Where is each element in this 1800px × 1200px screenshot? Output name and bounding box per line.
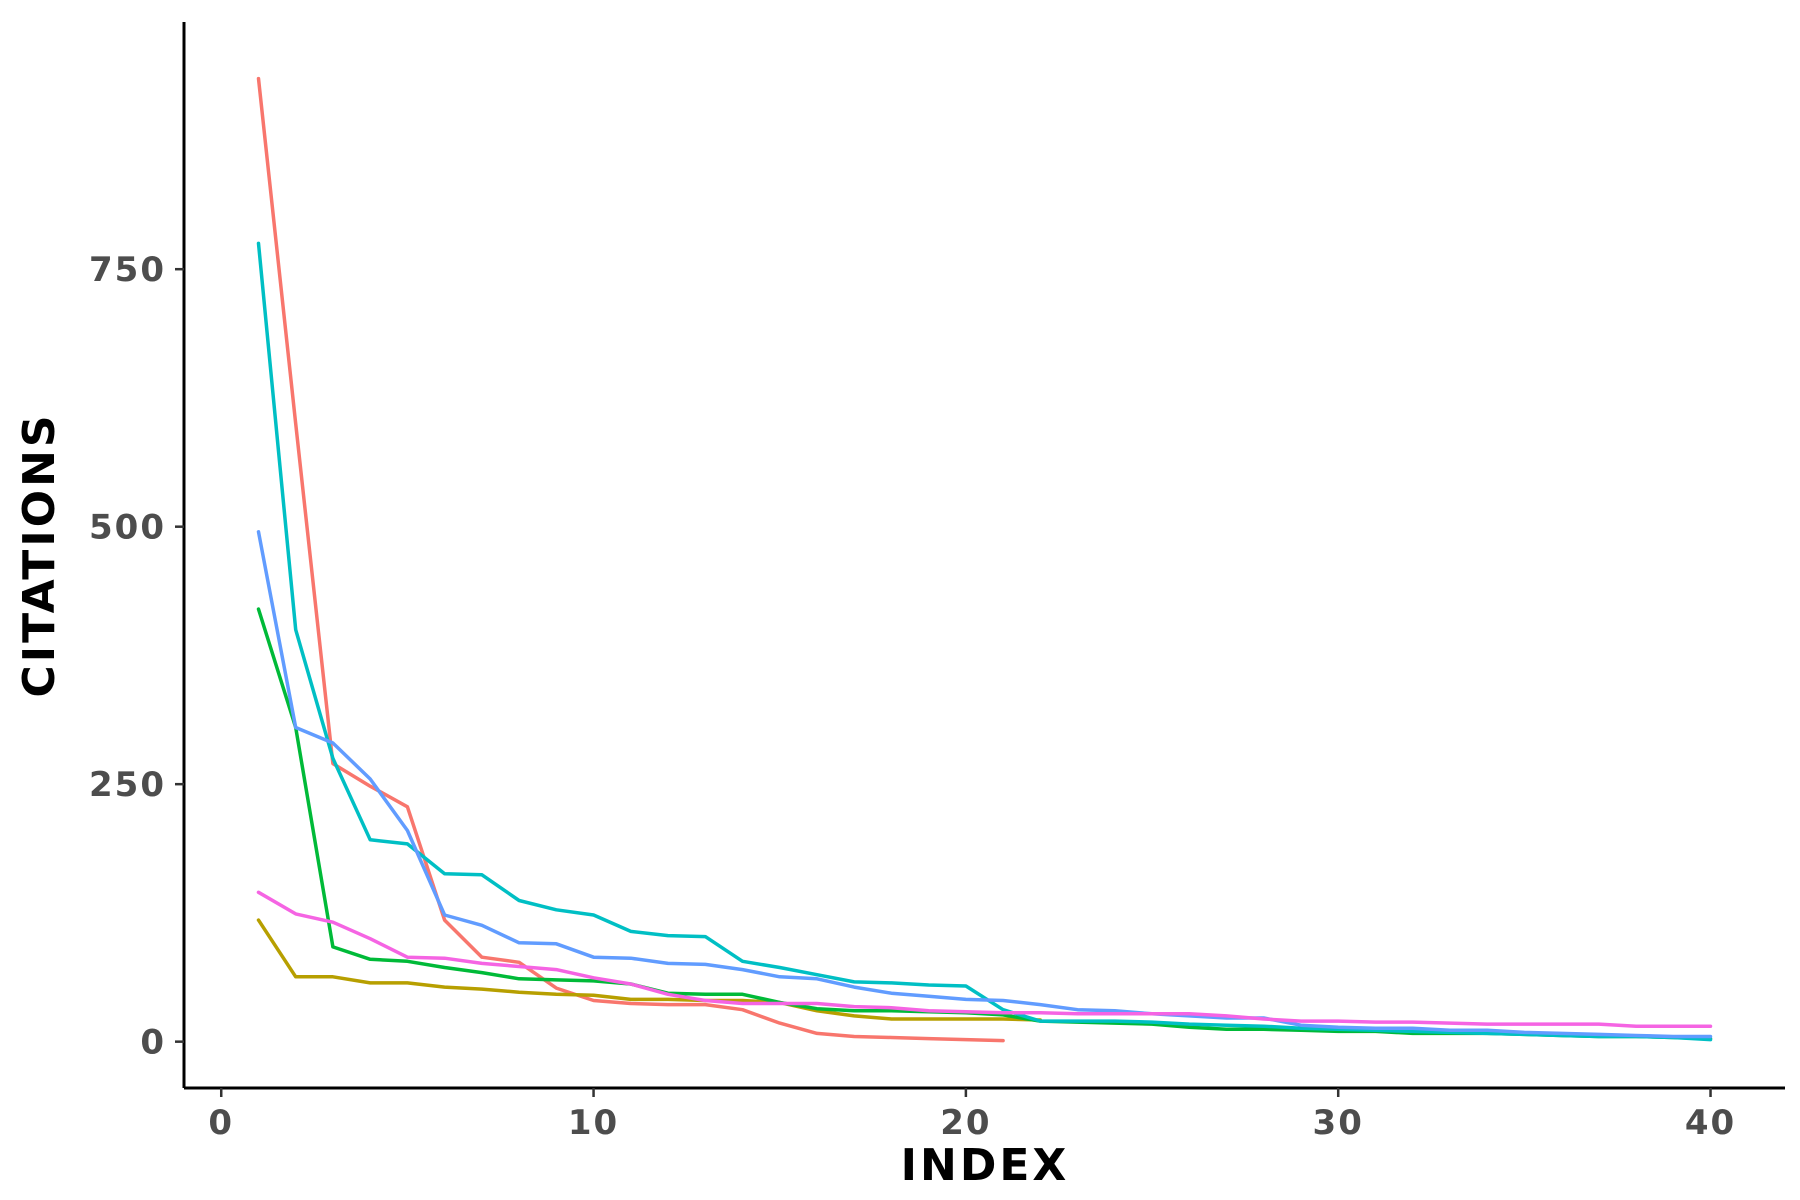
y-tick-label: 500	[89, 508, 166, 548]
y-tick-label: 250	[89, 765, 166, 805]
y-tick-label: 750	[89, 250, 166, 290]
x-tick-label: 10	[568, 1103, 619, 1143]
tick-layer: 0 10 20 30 40 0 250 500 750	[89, 250, 1736, 1143]
x-tick-label: 30	[1313, 1103, 1364, 1143]
series-layer	[256, 76, 1713, 1043]
series-line-6	[256, 890, 1713, 1028]
series-line-1	[256, 76, 1005, 1043]
series-line-5	[256, 530, 1713, 1039]
series-line-2	[256, 918, 1043, 1022]
y-tick-label: 0	[140, 1023, 166, 1063]
y-axis-title: CITATIONS	[14, 412, 65, 697]
x-tick-label: 20	[940, 1103, 991, 1143]
x-tick-label: 0	[208, 1103, 234, 1143]
series-line-4	[256, 241, 1713, 1042]
x-axis-title: INDEX	[901, 1140, 1070, 1191]
x-tick-label: 40	[1685, 1103, 1736, 1143]
series-line-3	[256, 607, 1713, 1041]
axis-layer	[182, 22, 1785, 1090]
